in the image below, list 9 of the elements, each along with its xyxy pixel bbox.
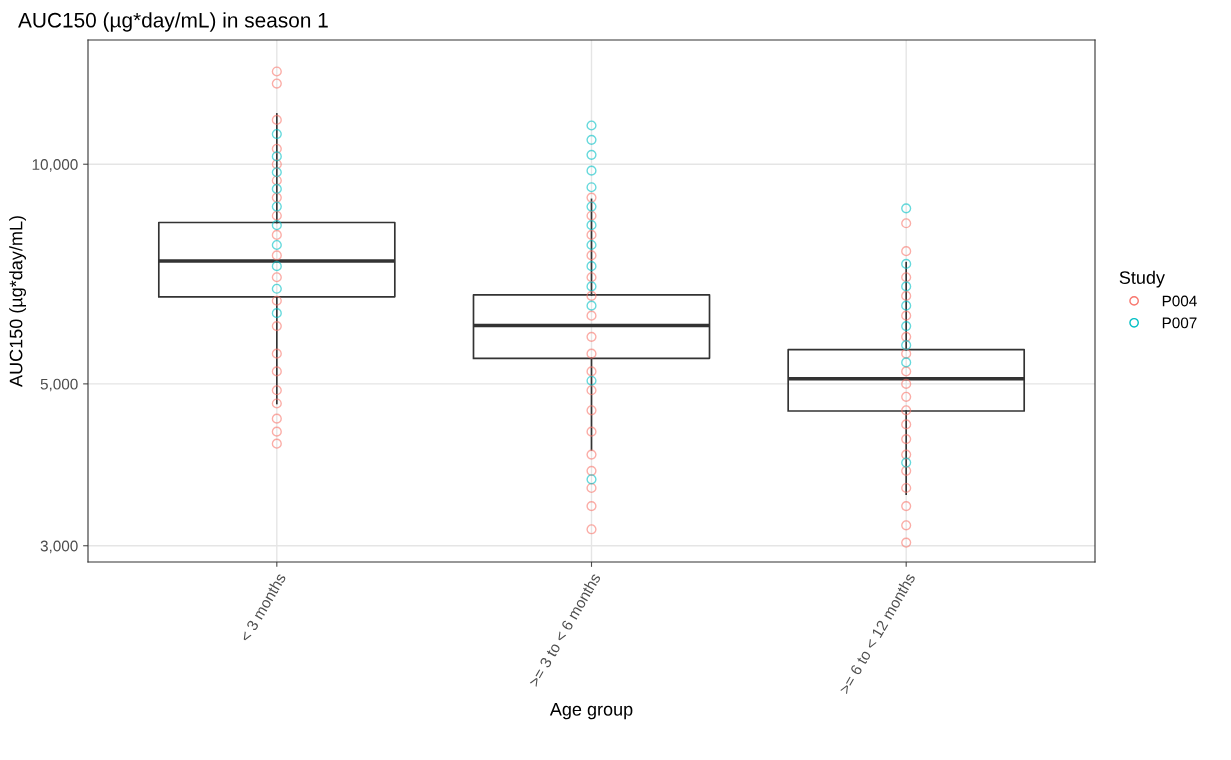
legend-label: P004 <box>1162 295 1197 307</box>
x-axis-title: Age group <box>549 703 633 720</box>
legend-title: Study <box>1119 270 1165 288</box>
y-axis-title: AUC150 (µg*day/mL) <box>9 216 26 387</box>
y-tick-label: 3,000 <box>40 540 78 554</box>
chart-title: AUC150 (µg*day/mL) in season 1 <box>18 12 328 32</box>
y-tick-label: 5,000 <box>40 378 78 392</box>
legend-label: P007 <box>1162 317 1197 329</box>
y-tick-label: 10,000 <box>32 159 78 172</box>
